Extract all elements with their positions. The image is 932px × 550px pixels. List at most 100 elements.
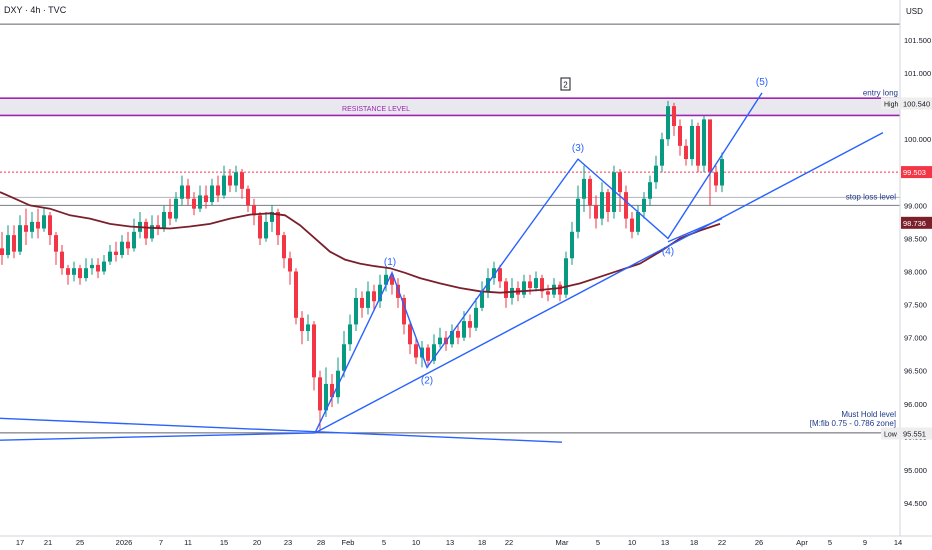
wave-label-1: (1) — [384, 257, 396, 268]
x-tick-10: Feb — [342, 538, 355, 547]
candle-body-24 — [144, 221, 148, 239]
candle-body-65 — [390, 274, 394, 285]
candle-body-99 — [594, 205, 598, 219]
candle-body-113 — [678, 125, 682, 146]
wave-label-5: (5) — [756, 77, 768, 88]
candle-body-116 — [696, 125, 700, 166]
candle-body-102 — [612, 172, 616, 212]
currency-label[interactable]: USD — [906, 7, 923, 16]
candle-body-62 — [372, 291, 376, 302]
candle-body-10 — [60, 251, 64, 269]
candle-body-80 — [480, 291, 484, 308]
candle-body-32 — [192, 198, 196, 209]
x-tick-12: 10 — [412, 538, 420, 547]
price-tag-value-1: 99.503 — [903, 168, 926, 177]
candle-body-4 — [24, 225, 28, 232]
x-tick-13: 13 — [446, 538, 454, 547]
x-tick-22: 26 — [755, 538, 763, 547]
y-tick-9: 97.000 — [904, 334, 927, 343]
plot-background — [0, 0, 900, 550]
candle-body-43 — [258, 215, 262, 239]
elliott-wave-path — [314, 92, 763, 434]
candle-body-44 — [264, 221, 268, 239]
time-axis[interactable]: 17 21 25 2026 7 11 15 20 23 28 Feb 5 10 13 18 22 Mar 5 10 1… — [16, 538, 902, 547]
candle-body-83 — [498, 268, 502, 282]
candle-body-51 — [306, 324, 310, 332]
candle-body-120 — [720, 159, 724, 186]
trendline-1 — [667, 217, 723, 243]
candle-body-96 — [576, 198, 580, 232]
candle-body-31 — [186, 185, 190, 199]
candle-body-7 — [42, 215, 46, 229]
x-tick-6: 15 — [220, 538, 228, 547]
candle-body-11 — [66, 268, 70, 275]
symbol-label: DXY · 4h · TVC — [4, 5, 67, 15]
candle-body-115 — [690, 125, 694, 160]
candle-body-69 — [414, 344, 418, 358]
candle-body-36 — [216, 185, 220, 196]
annotations: (1) (2) (3) (4) (5) entry long RESISTANCE LEVE… — [342, 77, 898, 428]
candle-body-61 — [366, 291, 370, 308]
candle-body-47 — [282, 235, 286, 259]
price-tag-bg-1 — [901, 166, 932, 179]
trendlines — [0, 92, 884, 443]
price-tag-bg-3 — [901, 427, 932, 440]
candle-body-118 — [708, 119, 712, 173]
candle-body-14 — [84, 268, 88, 279]
candle-body-90 — [540, 278, 544, 292]
candle-body-67 — [402, 297, 406, 325]
y-tick-7: 98.000 — [904, 268, 927, 277]
candle-body-94 — [564, 258, 568, 295]
candle-body-0 — [0, 248, 4, 255]
moving-average — [0, 191, 721, 294]
candle-body-26 — [156, 225, 160, 229]
wave-label-2: (2) — [421, 375, 433, 386]
x-tick-2: 25 — [76, 538, 84, 547]
candle-body-20 — [120, 241, 124, 255]
candle-body-54 — [324, 383, 328, 411]
candle-body-112 — [672, 106, 676, 126]
candle-body-12 — [72, 268, 76, 275]
candle-body-95 — [570, 231, 574, 259]
candle-body-35 — [210, 185, 214, 203]
candle-body-53 — [318, 377, 322, 411]
candle-body-57 — [342, 344, 346, 371]
price-tag-value-0: 100.540 — [903, 99, 930, 108]
candle-body-103 — [618, 172, 622, 193]
candle-body-104 — [624, 192, 628, 219]
candle-body-6 — [36, 221, 40, 229]
candle-body-98 — [588, 178, 592, 206]
price-tag-label-bg-3 — [881, 427, 900, 440]
candle-body-15 — [90, 264, 94, 269]
candle-body-41 — [246, 188, 250, 206]
candle-body-84 — [504, 281, 508, 298]
y-tick-1: 101.000 — [904, 69, 931, 78]
price-tag-value-3: 95.551 — [903, 429, 926, 438]
entry-long-label: entry long — [863, 89, 898, 98]
price-tag-label-bg-0 — [881, 97, 900, 110]
candle-body-49 — [294, 271, 298, 318]
wave-label-3: (3) — [572, 143, 584, 154]
candle-body-25 — [150, 225, 154, 239]
x-tick-17: 5 — [596, 538, 600, 547]
candle-body-68 — [408, 324, 412, 345]
candle-body-119 — [714, 172, 718, 186]
candle-body-117 — [702, 119, 706, 166]
y-tick-3: 100.000 — [904, 135, 931, 144]
candle-body-63 — [378, 284, 382, 302]
y-tick-5: 99.000 — [904, 201, 927, 210]
x-tick-11: 5 — [382, 538, 386, 547]
resistance-zone — [0, 98, 900, 116]
candle-body-64 — [384, 274, 388, 285]
y-tick-14: 94.500 — [904, 499, 927, 508]
candle-body-16 — [96, 264, 100, 272]
candle-body-77 — [462, 321, 466, 338]
candle-body-38 — [228, 175, 232, 186]
candle-body-39 — [234, 172, 238, 186]
candle-body-76 — [456, 331, 460, 338]
x-tick-19: 13 — [661, 538, 669, 547]
moving-average-line — [0, 191, 721, 294]
candle-body-78 — [468, 321, 472, 328]
candle-body-79 — [474, 307, 478, 328]
